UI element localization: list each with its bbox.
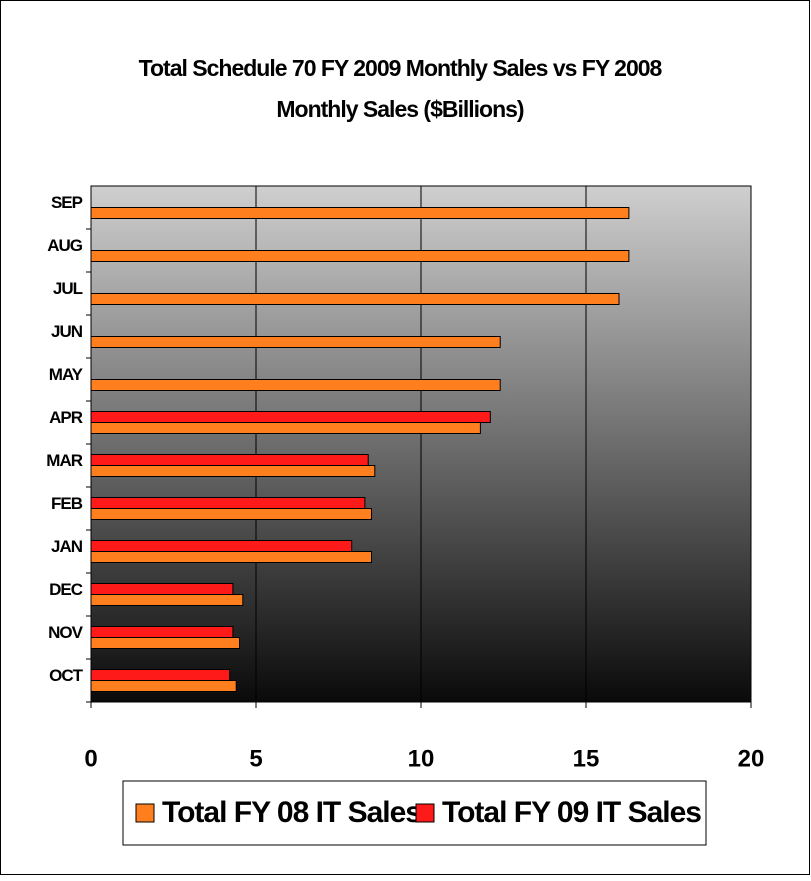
y-tick-label: SEP (51, 193, 83, 212)
y-tick-label: OCT (49, 666, 84, 685)
y-tick-label: JUL (53, 279, 83, 298)
legend-swatch (415, 803, 435, 823)
bar (90, 465, 376, 477)
x-tick-label: 10 (408, 745, 435, 772)
y-tick-label: DEC (49, 580, 83, 599)
legend-label: Total FY 09 IT Sales (442, 796, 701, 829)
y-tick-label: JUN (51, 322, 83, 341)
bar (90, 293, 620, 305)
y-tick-label: FEB (51, 494, 83, 513)
bar (90, 379, 501, 391)
bar (90, 594, 244, 606)
y-tick-label: JAN (51, 537, 83, 556)
bar (90, 669, 231, 681)
bar (90, 454, 369, 466)
bar (90, 551, 372, 563)
bar (90, 540, 353, 552)
x-tick-label: 20 (738, 745, 765, 772)
y-tick-label: NOV (48, 623, 84, 642)
chart-subtitle: Monthly Sales ($Billions) (276, 96, 524, 122)
bar (90, 626, 234, 638)
x-tick-label: 5 (249, 745, 262, 772)
legend (122, 780, 707, 846)
bar (90, 411, 491, 423)
y-tick-label: MAY (49, 365, 84, 384)
legend-label: Total FY 08 IT Sales (162, 796, 421, 829)
bar (90, 336, 501, 348)
bar (90, 250, 630, 262)
x-tick-label: 0 (84, 745, 97, 772)
bar (90, 497, 366, 509)
y-tick-label: APR (49, 408, 83, 427)
y-tick-label: AUG (47, 236, 83, 255)
x-tick-label: 15 (573, 745, 600, 772)
bar (90, 508, 372, 520)
bar (90, 207, 630, 219)
bar (90, 583, 234, 595)
chart-title: Total Schedule 70 FY 2009 Monthly Sales … (139, 55, 663, 81)
bar (90, 422, 481, 434)
legend-swatch (135, 803, 155, 823)
y-tick-label: MAR (46, 451, 82, 470)
bar (90, 680, 237, 692)
bar (90, 637, 240, 649)
